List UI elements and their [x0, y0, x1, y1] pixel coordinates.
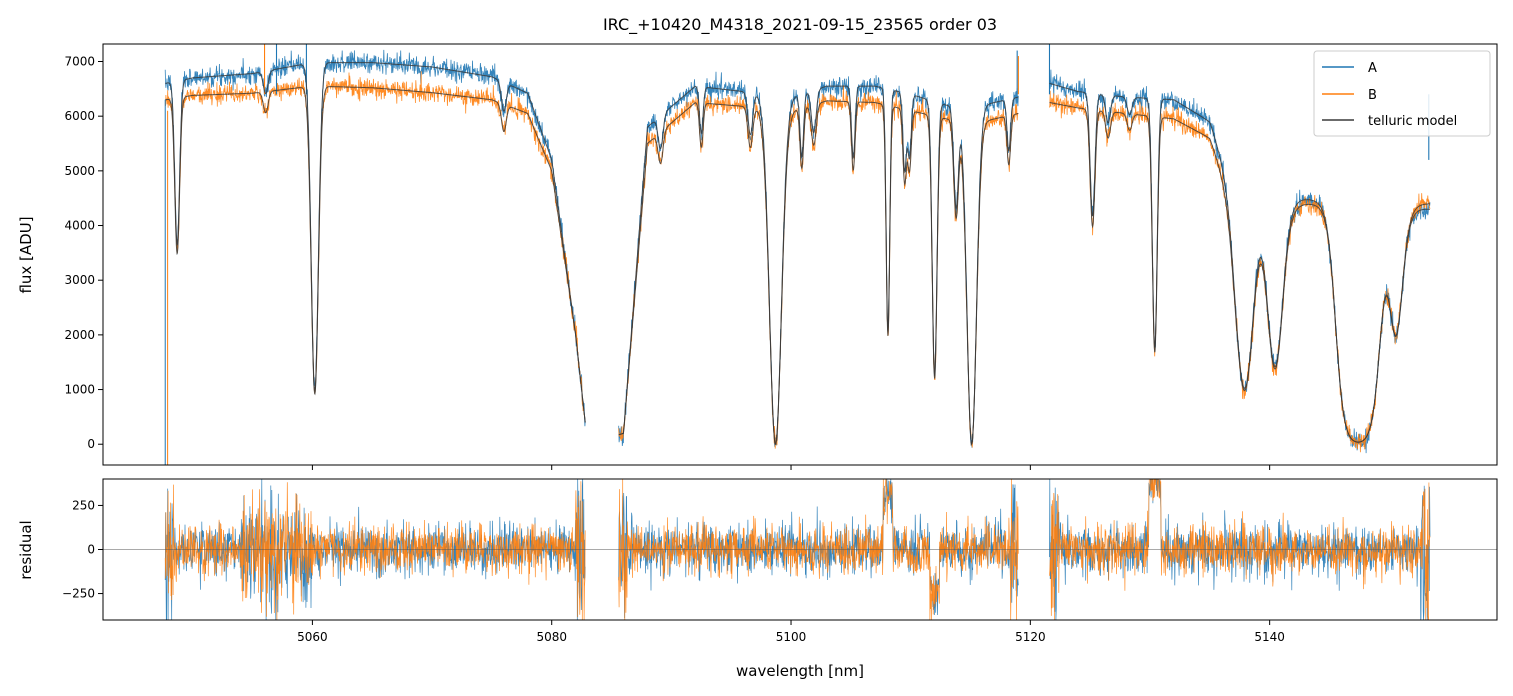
- x-tick-label-5120: 5120: [1015, 630, 1046, 644]
- residual-B-segment-2: [618, 479, 1019, 620]
- legend-label-B: B: [1368, 88, 1377, 103]
- y-tick-label-4000: 4000: [64, 219, 95, 233]
- bottom-y-ticks: −250 0 250: [62, 498, 103, 601]
- top-y-ticks: 0 1000 2000 3000 4000 5000 6000 7000: [64, 54, 103, 451]
- chart-title: IRC_+10420_M4318_2021-09-15_23565 order …: [603, 15, 997, 35]
- legend: A B telluric model: [1313, 50, 1491, 137]
- series-B-segment-1: [164, 71, 586, 422]
- y-tick-label-2000: 2000: [64, 328, 95, 342]
- y-tick-label-5000: 5000: [64, 164, 95, 178]
- y-tick-label-−250: −250: [62, 587, 95, 601]
- legend-label-telluric-model: telluric model: [1368, 114, 1457, 129]
- x-tick-label-5140: 5140: [1254, 630, 1285, 644]
- top-x-ticks: [311, 465, 1271, 470]
- y-tick-label-0: 0: [87, 543, 95, 557]
- bottom-y-axis-label: residual: [17, 520, 35, 579]
- telluric-model-A-segment-2: [618, 85, 1019, 446]
- top-plot-area: [103, 44, 1497, 465]
- residual-B-segment-3: [1049, 479, 1431, 620]
- bottom-series-layer: [103, 479, 1497, 620]
- y-tick-label-6000: 6000: [64, 109, 95, 123]
- x-tick-label-5080: 5080: [536, 630, 567, 644]
- x-axis-label: wavelength [nm]: [736, 662, 864, 680]
- y-tick-label-0: 0: [87, 437, 95, 451]
- legend-label-A: A: [1368, 61, 1377, 76]
- telluric-model-A-segment-1: [165, 62, 586, 423]
- telluric-model-B-segment-2: [618, 100, 1019, 446]
- y-tick-label-3000: 3000: [64, 273, 95, 287]
- y-tick-label-1000: 1000: [64, 383, 95, 397]
- y-tick-label-7000: 7000: [64, 54, 95, 68]
- top-axes-frame: [102, 43, 1498, 466]
- bottom-x-ticks: 5060 5080 5100 5120 5140: [297, 620, 1285, 644]
- series-A-segment-1: [164, 49, 586, 427]
- bottom-panel: −250 0 250 5060 5080 5100 5120 5140 residual w…: [17, 478, 1498, 680]
- x-tick-label-5100: 5100: [776, 630, 807, 644]
- top-y-axis-label: flux [ADU]: [17, 216, 35, 293]
- x-tick-label-5060: 5060: [297, 630, 328, 644]
- legend-box: [1313, 50, 1491, 137]
- residual-B-segment-1: [164, 481, 586, 620]
- top-panel: 0 1000 2000 3000 4000 5000 6000 7000 flux [ADU]…: [17, 43, 1498, 470]
- y-tick-label-250: 250: [72, 498, 95, 512]
- telluric-model-B-segment-3: [1049, 102, 1431, 443]
- telluric-model-B-segment-1: [165, 86, 586, 423]
